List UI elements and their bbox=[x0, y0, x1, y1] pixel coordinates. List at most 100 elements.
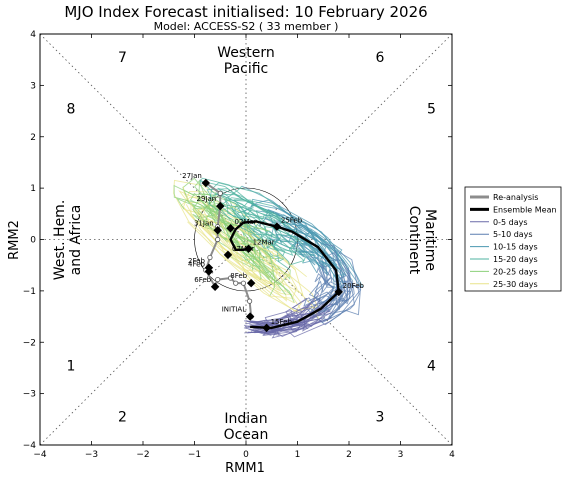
reanalysis-marker bbox=[245, 312, 255, 321]
ensemble-member-line bbox=[253, 249, 303, 313]
ensemble-mean-marker bbox=[272, 222, 282, 231]
ensemble-member-line bbox=[196, 208, 261, 281]
phase-label-6: 6 bbox=[375, 50, 384, 66]
reanalysis-point bbox=[233, 280, 239, 286]
x-tick-label: 0 bbox=[243, 450, 249, 460]
x-tick-label: −2 bbox=[136, 450, 149, 460]
reanalysis-date-label: 27Jan bbox=[182, 172, 202, 180]
ensemble-member-line bbox=[322, 251, 345, 319]
phase-label-8: 8 bbox=[66, 101, 75, 117]
ensemble-member-line bbox=[238, 204, 294, 250]
y-tick-label: −2 bbox=[23, 338, 36, 348]
ensemble-mean-marker bbox=[244, 244, 253, 253]
region-left-line-1: West. Hem. bbox=[52, 200, 68, 281]
reanalysis-date-label: 6Feb bbox=[194, 276, 211, 284]
ensemble-member-line bbox=[231, 219, 276, 296]
ensemble-mean-date-label: 02Mar bbox=[235, 218, 257, 226]
ensemble-member-line bbox=[184, 208, 304, 296]
reanalysis-point bbox=[215, 276, 221, 283]
phase-label-3: 3 bbox=[375, 410, 384, 426]
y-tick-label: −3 bbox=[23, 390, 36, 400]
reanalysis-marker bbox=[210, 282, 220, 292]
ensemble-member-line bbox=[258, 209, 349, 268]
region-top-line-1: Western bbox=[217, 45, 274, 61]
x-tick-label: 4 bbox=[449, 450, 455, 460]
y-tick-label: 0 bbox=[30, 236, 36, 246]
ensemble-mean-line bbox=[229, 220, 340, 330]
phase-label-7: 7 bbox=[118, 50, 127, 66]
region-label-bottom: Indian Ocean bbox=[224, 411, 269, 443]
reanalysis-marker bbox=[216, 201, 225, 211]
ensemble-member-line bbox=[218, 203, 298, 249]
ensemble-member-line bbox=[215, 202, 274, 285]
reanalysis-point bbox=[215, 236, 221, 243]
chart-subtitle: Model: ACCESS-S2 ( 33 member ) bbox=[154, 20, 339, 33]
ensemble-member-line bbox=[298, 246, 325, 270]
ensemble-member-line bbox=[229, 219, 257, 271]
reanalysis-point bbox=[227, 275, 234, 281]
region-bottom-line-1: Indian bbox=[224, 411, 267, 427]
ensemble-member-line bbox=[173, 184, 270, 232]
ensemble-member-line bbox=[268, 230, 305, 266]
ensemble-member-line bbox=[198, 181, 293, 297]
region-top-line-2: Pacific bbox=[224, 61, 269, 77]
reanalysis-marker bbox=[204, 267, 214, 276]
ensemble-member-line bbox=[247, 297, 308, 334]
ensemble-mean-marker bbox=[226, 223, 235, 233]
reanalysis-point bbox=[247, 298, 253, 304]
ensemble-member-line bbox=[215, 192, 304, 245]
reanalysis-date-label: 31Jan bbox=[194, 219, 214, 227]
y-tick-label: −1 bbox=[23, 287, 36, 297]
ensemble-member-line bbox=[224, 199, 273, 221]
ensemble-member-line bbox=[219, 232, 292, 279]
region-label-right: Maritime Continent bbox=[406, 206, 438, 275]
ensemble-mean-date-label: 15Feb bbox=[271, 318, 293, 326]
x-axis-label: RMM1 bbox=[225, 461, 265, 476]
legend-box bbox=[464, 186, 562, 292]
x-tick-label: 3 bbox=[398, 450, 404, 460]
ensemble-member-line bbox=[215, 229, 274, 286]
region-right-line-2: Continent bbox=[406, 206, 422, 275]
x-tick-label: −4 bbox=[33, 450, 47, 460]
ensemble-member-line bbox=[308, 280, 343, 300]
chart-title: MJO Index Forecast initialised: 10 Febru… bbox=[64, 3, 427, 21]
ensemble-member-line bbox=[286, 233, 331, 264]
region-bottom-line-2: Ocean bbox=[224, 427, 269, 443]
legend-label: 25-30 days bbox=[493, 280, 538, 289]
region-left-line-2: and Africa bbox=[68, 205, 84, 276]
ensemble-member-line bbox=[208, 182, 283, 220]
legend-label: 20-25 days bbox=[493, 267, 538, 276]
ensemble-mean-date-label: 12Mar bbox=[253, 239, 275, 247]
reanalysis-date-label: 8Feb bbox=[230, 272, 247, 280]
ensemble-mean-date-label: 20Feb bbox=[343, 282, 365, 290]
phase-label-1: 1 bbox=[66, 358, 75, 374]
y-tick-label: 3 bbox=[30, 81, 36, 91]
ensemble-member-line bbox=[267, 210, 324, 256]
ensemble-mean-date-label: 07Mar bbox=[232, 245, 254, 253]
y-axis-label: RMM2 bbox=[7, 220, 22, 260]
reanalysis-date-label: 29Jan bbox=[197, 195, 217, 203]
ensemble-member-line bbox=[272, 205, 340, 284]
legend-label: Re-analysis bbox=[493, 193, 538, 202]
legend: Re-analysis Ensemble Mean 0-5 days 5-10 day… bbox=[464, 186, 562, 292]
region-label-left: West. Hem. and Africa bbox=[52, 200, 84, 281]
reanalysis-date-label: 2Feb bbox=[188, 257, 205, 265]
plot-area: −4−4 −3 −3 −2 −2 −1 −1 0 0 1 1 2 2 3 3 4 4 1 2 3 4 5 6 7 8 27Jan 2… bbox=[23, 30, 455, 460]
ensemble-member-line bbox=[308, 277, 344, 302]
legend-label: 0-5 days bbox=[493, 218, 528, 227]
y-tick-label: 1 bbox=[30, 184, 36, 194]
ensemble-member-line bbox=[298, 236, 332, 271]
x-tick-label: −3 bbox=[85, 450, 98, 460]
legend-label: 5-10 days bbox=[493, 230, 533, 239]
ensemble-member-line bbox=[243, 219, 262, 281]
reanalysis-date-label: 4Feb bbox=[188, 260, 205, 268]
phase-label-4: 4 bbox=[427, 358, 436, 374]
legend-label: 10-15 days bbox=[493, 243, 538, 252]
reanalysis-marker bbox=[201, 178, 211, 188]
phase-label-5: 5 bbox=[427, 101, 436, 117]
ensemble-member-line bbox=[244, 309, 330, 328]
reanalysis-marker bbox=[246, 278, 256, 288]
ensemble-member-line bbox=[224, 258, 293, 296]
ensemble-member-line bbox=[318, 256, 330, 311]
